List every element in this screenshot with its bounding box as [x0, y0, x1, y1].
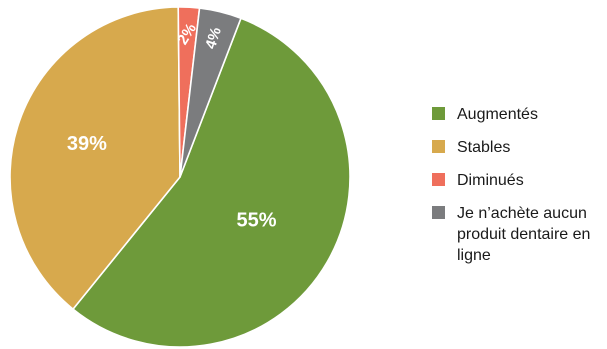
legend-item-diminues: Diminués — [432, 170, 602, 191]
pie-slice-1 — [9, 6, 181, 311]
legend-item-augmentes: Augmentés — [432, 104, 602, 125]
legend-swatch-diminues — [432, 173, 445, 186]
legend-label-diminues: Diminués — [457, 172, 524, 189]
legend-swatch-augmentes — [432, 107, 445, 120]
legend-label-aucun-achat: Je n’achète aucun produit dentaire en li… — [457, 205, 591, 264]
pie-slice-3 — [179, 7, 242, 178]
legend-item-stables: Stables — [432, 137, 602, 158]
legend-label-stables: Stables — [457, 139, 511, 156]
legend-item-aucun-achat: Je n’achète aucun produit dentaire en li… — [432, 203, 602, 266]
pie-slice-0 — [71, 17, 351, 348]
legend-swatch-stables — [432, 140, 445, 153]
legend-swatch-aucun-achat — [432, 206, 445, 219]
pie-label-0: 55% — [237, 209, 277, 231]
pie-label-1: 39% — [67, 133, 107, 155]
chart-legend: Augmentés Stables Diminués Je n’achète a… — [432, 104, 602, 278]
pie-label-3: 4% — [202, 25, 225, 51]
legend-label-augmentes: Augmentés — [457, 106, 538, 123]
pie-chart: 55%39%2% 4% — [9, 6, 351, 348]
